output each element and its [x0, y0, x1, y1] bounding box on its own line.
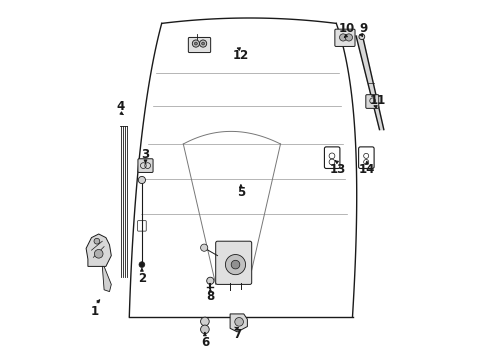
Circle shape	[139, 262, 144, 267]
Text: 5: 5	[236, 186, 244, 199]
Circle shape	[200, 325, 209, 334]
Text: 11: 11	[369, 94, 385, 107]
Text: 2: 2	[138, 273, 145, 285]
Circle shape	[94, 238, 100, 244]
Circle shape	[199, 40, 206, 47]
Text: 4: 4	[116, 100, 124, 113]
Circle shape	[206, 277, 213, 284]
Polygon shape	[102, 266, 111, 292]
Text: 3: 3	[141, 148, 149, 161]
Text: 9: 9	[359, 22, 366, 35]
Circle shape	[94, 249, 103, 258]
Circle shape	[234, 318, 243, 326]
FancyBboxPatch shape	[188, 37, 210, 53]
Text: 6: 6	[201, 336, 208, 348]
Text: 13: 13	[329, 163, 346, 176]
Text: 14: 14	[358, 163, 374, 176]
FancyBboxPatch shape	[334, 29, 354, 46]
Text: 1: 1	[91, 305, 99, 318]
FancyBboxPatch shape	[138, 159, 153, 172]
Circle shape	[345, 34, 352, 41]
Polygon shape	[86, 234, 111, 266]
Circle shape	[138, 176, 145, 184]
Circle shape	[194, 42, 197, 45]
Circle shape	[231, 260, 239, 269]
Circle shape	[225, 255, 245, 275]
Text: 8: 8	[206, 291, 214, 303]
FancyBboxPatch shape	[215, 241, 251, 284]
Polygon shape	[230, 314, 247, 332]
Circle shape	[201, 42, 204, 45]
Text: 12: 12	[232, 49, 248, 62]
Circle shape	[358, 34, 364, 40]
Circle shape	[339, 34, 346, 41]
Text: 10: 10	[338, 22, 354, 35]
Circle shape	[192, 40, 199, 47]
Text: 7: 7	[233, 328, 241, 341]
Circle shape	[200, 317, 209, 326]
Polygon shape	[355, 36, 383, 130]
Circle shape	[200, 244, 207, 251]
FancyBboxPatch shape	[365, 95, 378, 108]
